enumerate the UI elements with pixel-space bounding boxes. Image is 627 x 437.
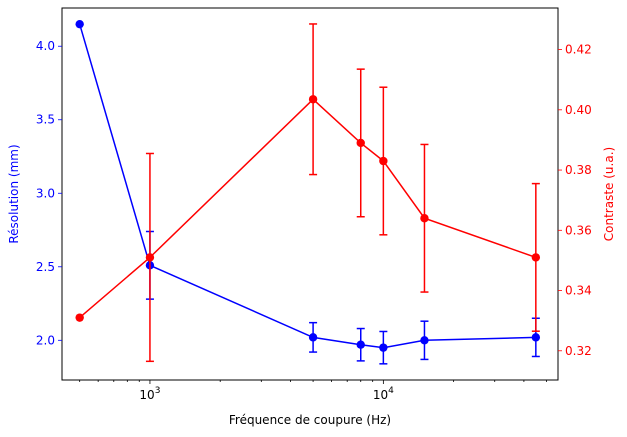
- left-y-tick-label: 2.5: [36, 260, 55, 274]
- right-y-axis-label: Contraste (u.a.): [602, 147, 616, 241]
- data-point: [356, 340, 365, 349]
- data-point: [75, 313, 84, 322]
- data-point: [531, 333, 541, 342]
- left-y-tick-label: 3.0: [36, 186, 55, 200]
- x-tick-label: 103: [139, 386, 160, 402]
- right-y-axis: 0.32 0.34 0.36 0.38 0.40 0.42: [558, 43, 592, 358]
- plot-frame: [61, 7, 559, 381]
- left-y-axis-label: Résolution (mm): [7, 144, 21, 243]
- right-y-tick-label: 0.40: [565, 103, 592, 117]
- data-point: [379, 156, 388, 166]
- right-y-tick-label: 0.36: [565, 223, 592, 237]
- data-point: [308, 95, 318, 104]
- left-y-tick-label: 4.0: [36, 39, 55, 53]
- series-line: [79, 98, 537, 319]
- data-point: [420, 214, 429, 223]
- left-y-tick-label: 3.5: [36, 113, 55, 127]
- data-point: [145, 253, 155, 262]
- resolution-series: [75, 19, 541, 365]
- data-point: [356, 138, 365, 148]
- contraste-series: [75, 23, 541, 363]
- data-point: [308, 333, 318, 342]
- left-y-axis: 2.0 2.5 3.0 3.5 4.0: [36, 39, 62, 347]
- right-y-tick-label: 0.38: [565, 163, 592, 177]
- left-y-tick-label: 2.0: [36, 333, 55, 347]
- x-axis: 103 104: [79, 380, 547, 402]
- data-point: [379, 343, 388, 352]
- right-y-tick-label: 0.42: [565, 43, 592, 57]
- data-point: [75, 19, 84, 29]
- x-axis-label: Fréquence de coupure (Hz): [229, 413, 391, 427]
- data-point: [531, 253, 541, 262]
- right-y-tick-label: 0.32: [565, 344, 592, 358]
- right-y-tick-label: 0.34: [565, 284, 592, 298]
- data-point: [420, 336, 429, 345]
- x-tick-label: 104: [373, 386, 394, 402]
